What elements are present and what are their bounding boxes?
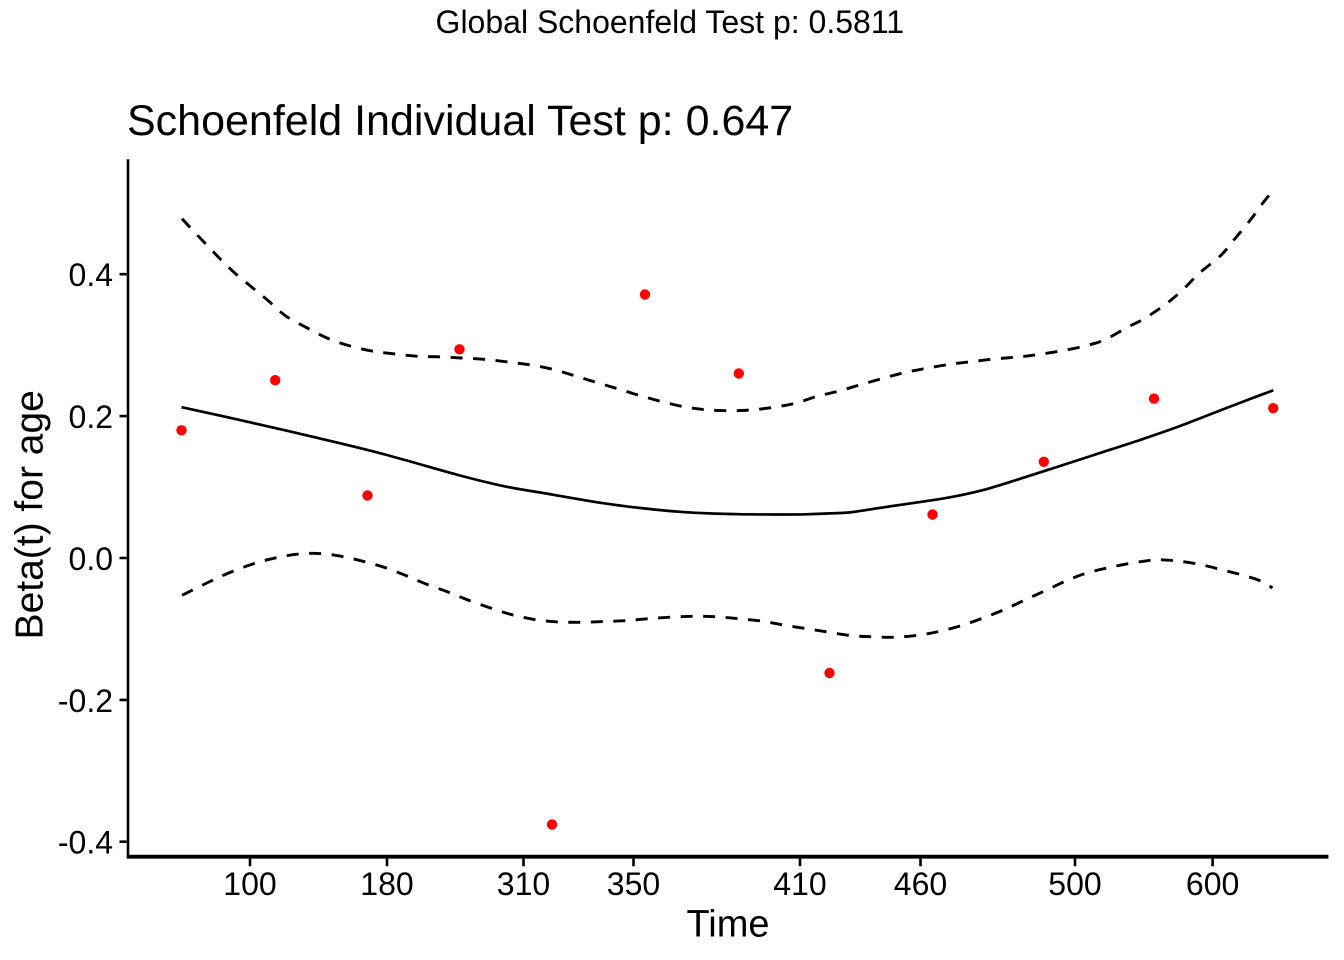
svg-text:Beta(t) for age: Beta(t) for age xyxy=(8,390,51,639)
svg-text:Time: Time xyxy=(686,903,769,945)
svg-text:600: 600 xyxy=(1186,866,1239,902)
svg-text:0.4: 0.4 xyxy=(69,257,113,293)
svg-text:460: 460 xyxy=(894,866,947,902)
svg-text:0.0: 0.0 xyxy=(69,541,113,577)
svg-text:310: 310 xyxy=(497,866,550,902)
svg-text:500: 500 xyxy=(1048,866,1101,902)
svg-text:350: 350 xyxy=(607,866,660,902)
svg-text:0.2: 0.2 xyxy=(69,399,113,435)
svg-text:180: 180 xyxy=(360,866,413,902)
svg-text:100: 100 xyxy=(223,866,276,902)
svg-text:-0.2: -0.2 xyxy=(58,683,113,719)
svg-text:410: 410 xyxy=(773,866,826,902)
svg-text:-0.4: -0.4 xyxy=(58,825,113,861)
svg-text:Schoenfeld Individual Test p:: Schoenfeld Individual Test p: 0.647 xyxy=(127,97,793,145)
svg-text:Global Schoenfeld Test p: 0.58: Global Schoenfeld Test p: 0.5811 xyxy=(436,4,904,40)
